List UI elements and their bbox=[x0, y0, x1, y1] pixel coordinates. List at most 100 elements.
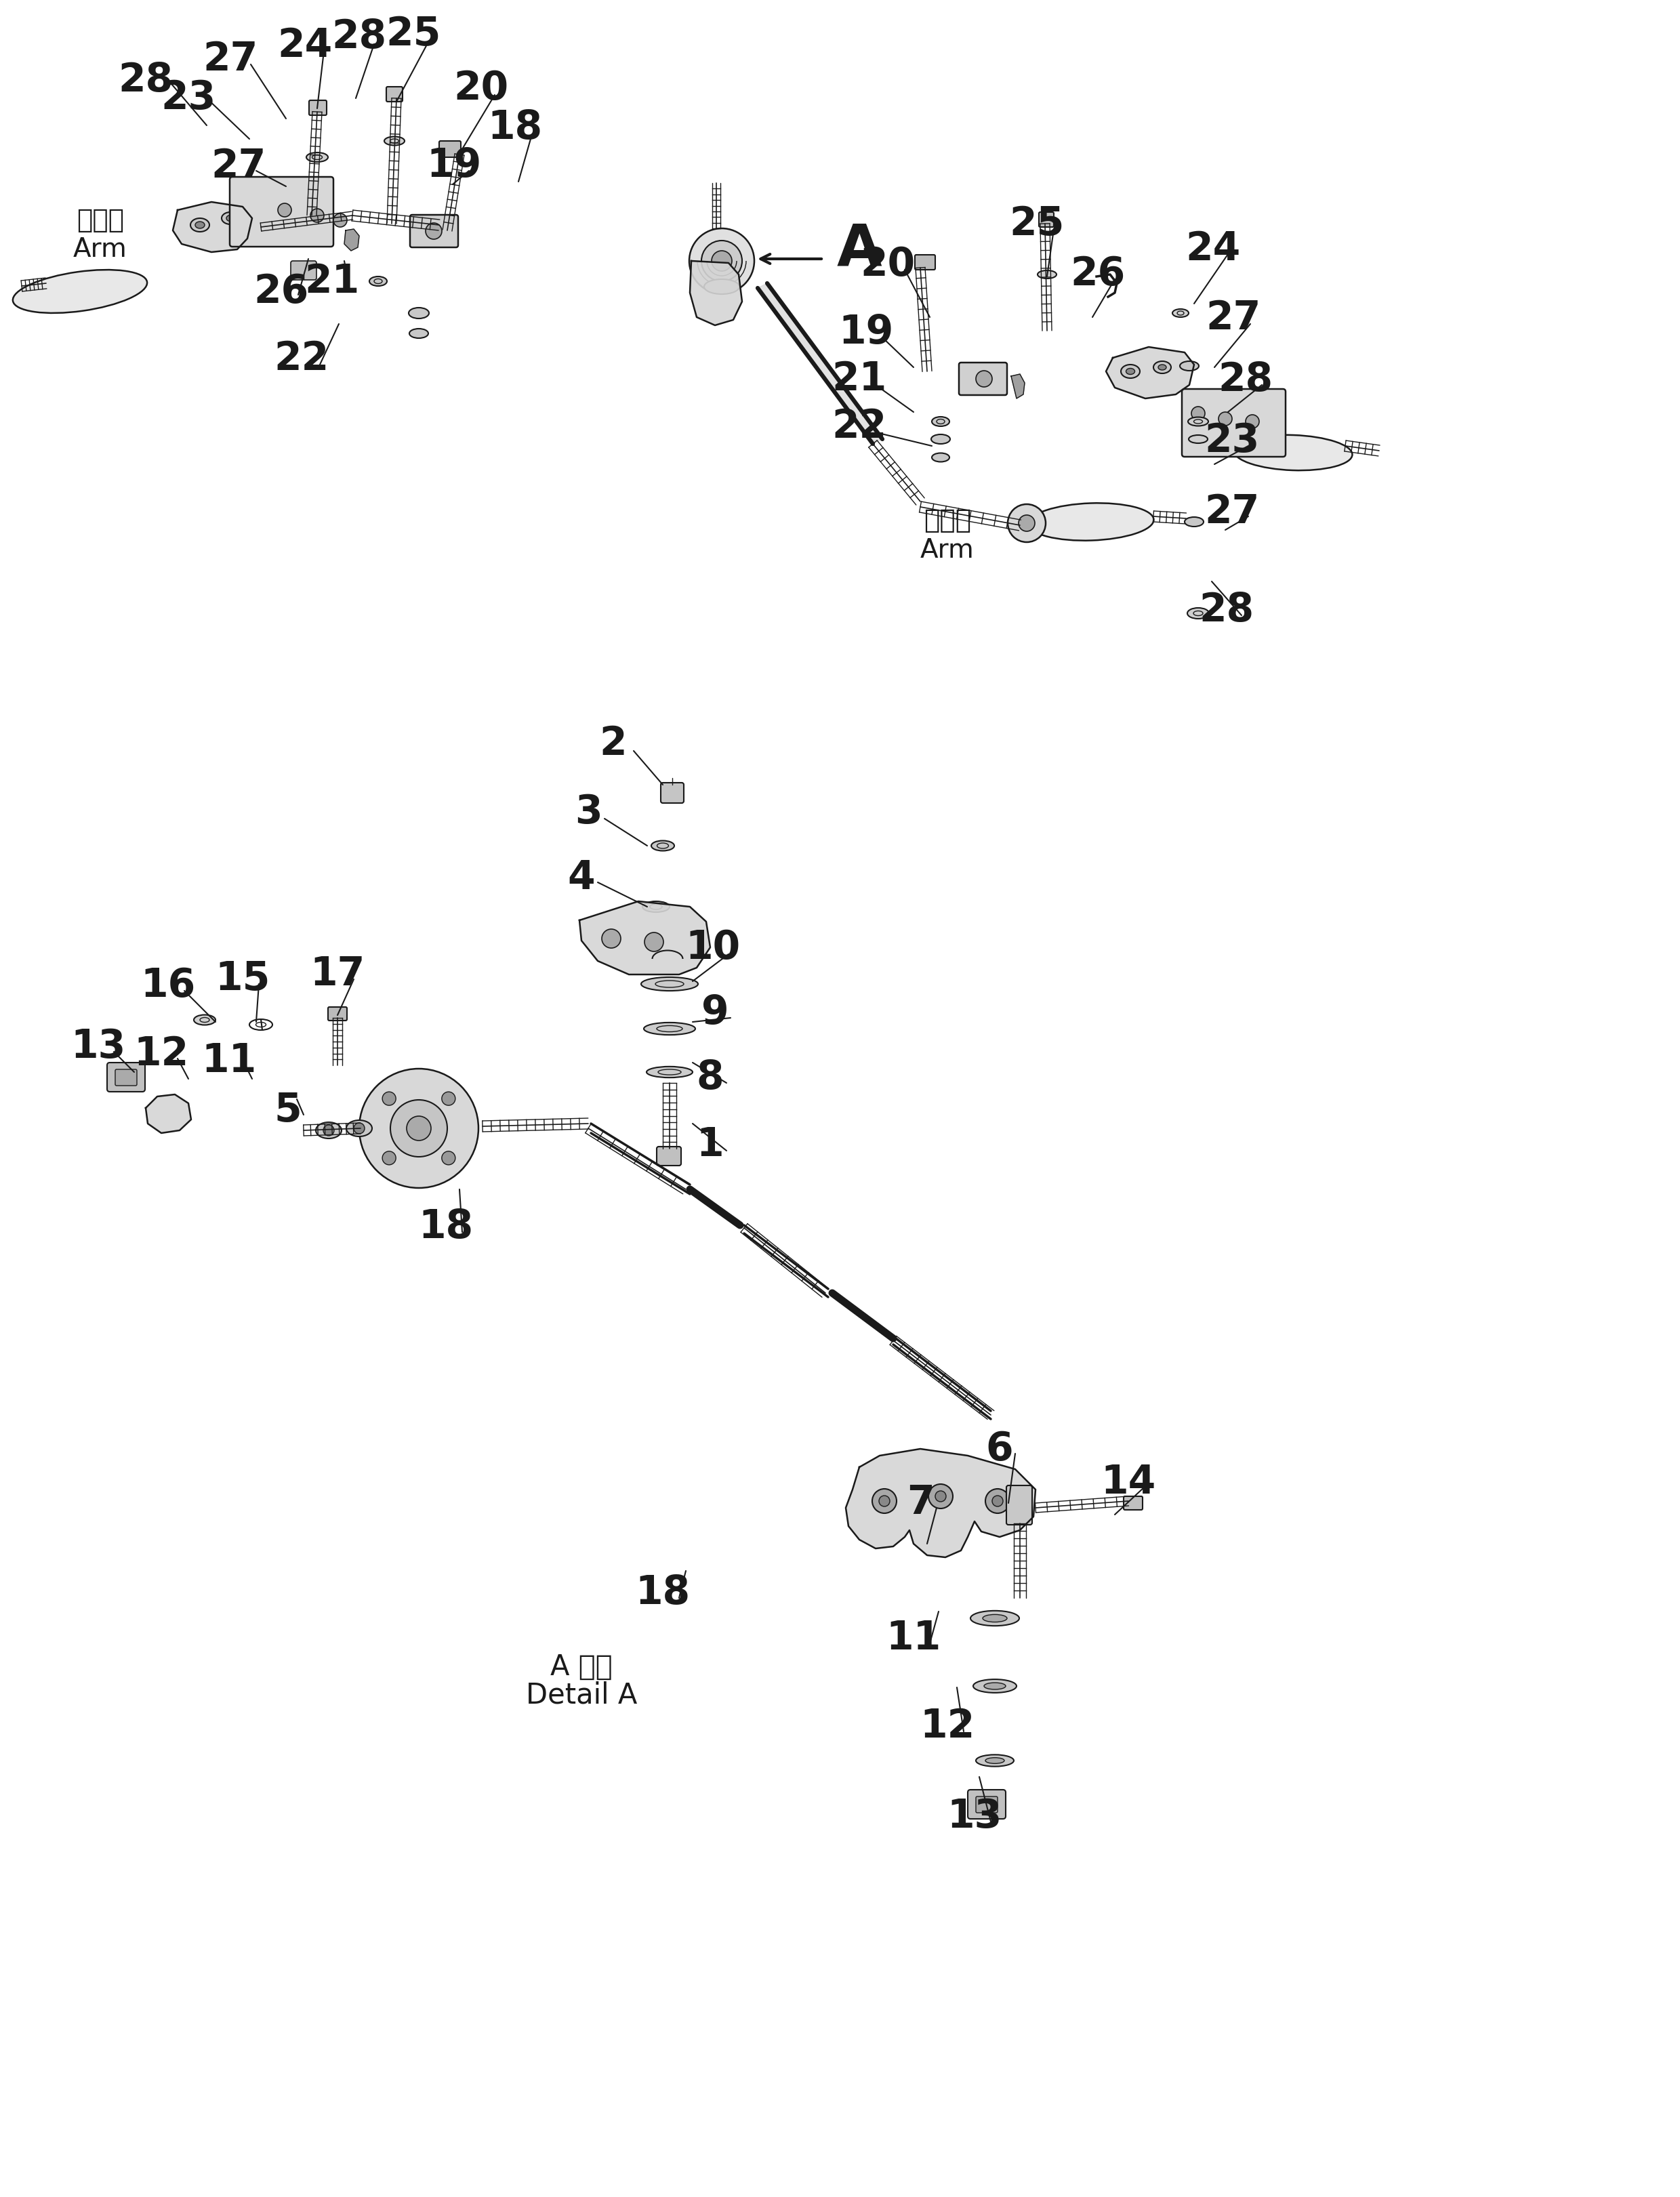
Ellipse shape bbox=[1188, 417, 1208, 426]
Circle shape bbox=[277, 204, 291, 218]
Text: 25: 25 bbox=[386, 15, 440, 53]
Polygon shape bbox=[344, 228, 360, 250]
Text: 27: 27 bbox=[1206, 299, 1262, 338]
Circle shape bbox=[936, 1492, 946, 1503]
Circle shape bbox=[1245, 415, 1258, 428]
FancyBboxPatch shape bbox=[328, 1006, 348, 1022]
Ellipse shape bbox=[1233, 435, 1352, 470]
Text: 18: 18 bbox=[635, 1573, 690, 1613]
Text: Arm: Arm bbox=[74, 237, 128, 261]
Circle shape bbox=[390, 1101, 447, 1158]
Circle shape bbox=[929, 1485, 953, 1509]
Ellipse shape bbox=[932, 417, 949, 426]
Text: 22: 22 bbox=[274, 341, 329, 378]
FancyBboxPatch shape bbox=[116, 1070, 136, 1085]
FancyBboxPatch shape bbox=[657, 1147, 680, 1167]
Ellipse shape bbox=[222, 213, 239, 224]
Circle shape bbox=[333, 213, 348, 226]
Ellipse shape bbox=[190, 218, 210, 231]
Ellipse shape bbox=[1188, 609, 1210, 620]
Ellipse shape bbox=[1184, 516, 1203, 527]
Ellipse shape bbox=[1121, 365, 1139, 378]
Text: 27: 27 bbox=[1205, 492, 1260, 532]
Ellipse shape bbox=[1189, 435, 1208, 444]
Ellipse shape bbox=[643, 1022, 696, 1035]
Ellipse shape bbox=[346, 1120, 371, 1136]
FancyBboxPatch shape bbox=[968, 1791, 1006, 1819]
Text: 28: 28 bbox=[118, 62, 173, 99]
Circle shape bbox=[442, 1092, 455, 1105]
FancyBboxPatch shape bbox=[108, 1063, 144, 1092]
Ellipse shape bbox=[410, 330, 428, 338]
Circle shape bbox=[323, 1125, 334, 1136]
Circle shape bbox=[354, 1123, 365, 1134]
Text: 9: 9 bbox=[701, 993, 729, 1033]
Polygon shape bbox=[173, 202, 252, 253]
Circle shape bbox=[986, 1490, 1010, 1514]
Ellipse shape bbox=[704, 279, 739, 294]
FancyBboxPatch shape bbox=[438, 141, 460, 158]
Circle shape bbox=[601, 929, 622, 949]
Text: 21: 21 bbox=[304, 261, 360, 301]
Text: 18: 18 bbox=[487, 108, 543, 147]
Text: 25: 25 bbox=[1010, 204, 1065, 244]
Text: 22: 22 bbox=[832, 409, 887, 446]
Ellipse shape bbox=[227, 215, 235, 222]
Ellipse shape bbox=[983, 1615, 1006, 1621]
Text: 27: 27 bbox=[212, 147, 265, 185]
Text: 13: 13 bbox=[948, 1797, 1001, 1834]
Text: 17: 17 bbox=[309, 956, 365, 993]
Text: 6: 6 bbox=[986, 1430, 1013, 1468]
FancyBboxPatch shape bbox=[916, 255, 936, 270]
Polygon shape bbox=[1011, 373, 1025, 398]
FancyBboxPatch shape bbox=[1124, 1496, 1142, 1509]
Text: 20: 20 bbox=[454, 68, 509, 108]
Ellipse shape bbox=[316, 1123, 341, 1138]
Text: 18: 18 bbox=[418, 1208, 474, 1246]
Ellipse shape bbox=[1028, 503, 1154, 540]
Text: 19: 19 bbox=[427, 147, 482, 185]
Text: 13: 13 bbox=[71, 1028, 126, 1066]
Circle shape bbox=[442, 1151, 455, 1164]
Text: 26: 26 bbox=[1070, 255, 1126, 294]
FancyBboxPatch shape bbox=[1038, 213, 1053, 226]
FancyBboxPatch shape bbox=[1006, 1485, 1032, 1525]
Ellipse shape bbox=[931, 435, 951, 444]
Text: 28: 28 bbox=[1200, 591, 1253, 628]
Ellipse shape bbox=[642, 901, 670, 912]
Ellipse shape bbox=[1038, 270, 1057, 279]
Circle shape bbox=[993, 1496, 1003, 1507]
FancyBboxPatch shape bbox=[309, 101, 326, 114]
Polygon shape bbox=[690, 261, 743, 325]
FancyBboxPatch shape bbox=[1183, 389, 1285, 457]
Text: 26: 26 bbox=[254, 272, 309, 310]
Circle shape bbox=[407, 1116, 432, 1140]
Text: 23: 23 bbox=[161, 79, 217, 119]
Ellipse shape bbox=[193, 1015, 215, 1026]
Ellipse shape bbox=[408, 308, 428, 319]
Polygon shape bbox=[146, 1094, 192, 1134]
Text: 11: 11 bbox=[885, 1619, 941, 1659]
Polygon shape bbox=[758, 283, 882, 444]
Circle shape bbox=[311, 209, 324, 222]
Polygon shape bbox=[845, 1448, 1035, 1558]
Text: 12: 12 bbox=[921, 1707, 974, 1747]
Ellipse shape bbox=[971, 1610, 1020, 1626]
Text: 4: 4 bbox=[568, 859, 595, 896]
Circle shape bbox=[360, 1068, 479, 1189]
Ellipse shape bbox=[642, 978, 697, 991]
Text: 23: 23 bbox=[1205, 422, 1260, 459]
Ellipse shape bbox=[385, 136, 405, 145]
Ellipse shape bbox=[976, 1755, 1013, 1766]
Circle shape bbox=[1218, 413, 1231, 426]
Ellipse shape bbox=[1158, 365, 1166, 369]
Ellipse shape bbox=[647, 1066, 692, 1077]
FancyBboxPatch shape bbox=[410, 215, 459, 248]
Ellipse shape bbox=[932, 453, 949, 461]
Text: 27: 27 bbox=[203, 40, 259, 79]
Ellipse shape bbox=[973, 1679, 1016, 1692]
Text: 7: 7 bbox=[907, 1483, 934, 1523]
Text: 14: 14 bbox=[1100, 1463, 1156, 1503]
Text: 10: 10 bbox=[685, 927, 741, 967]
Text: Arm: Arm bbox=[921, 538, 974, 562]
